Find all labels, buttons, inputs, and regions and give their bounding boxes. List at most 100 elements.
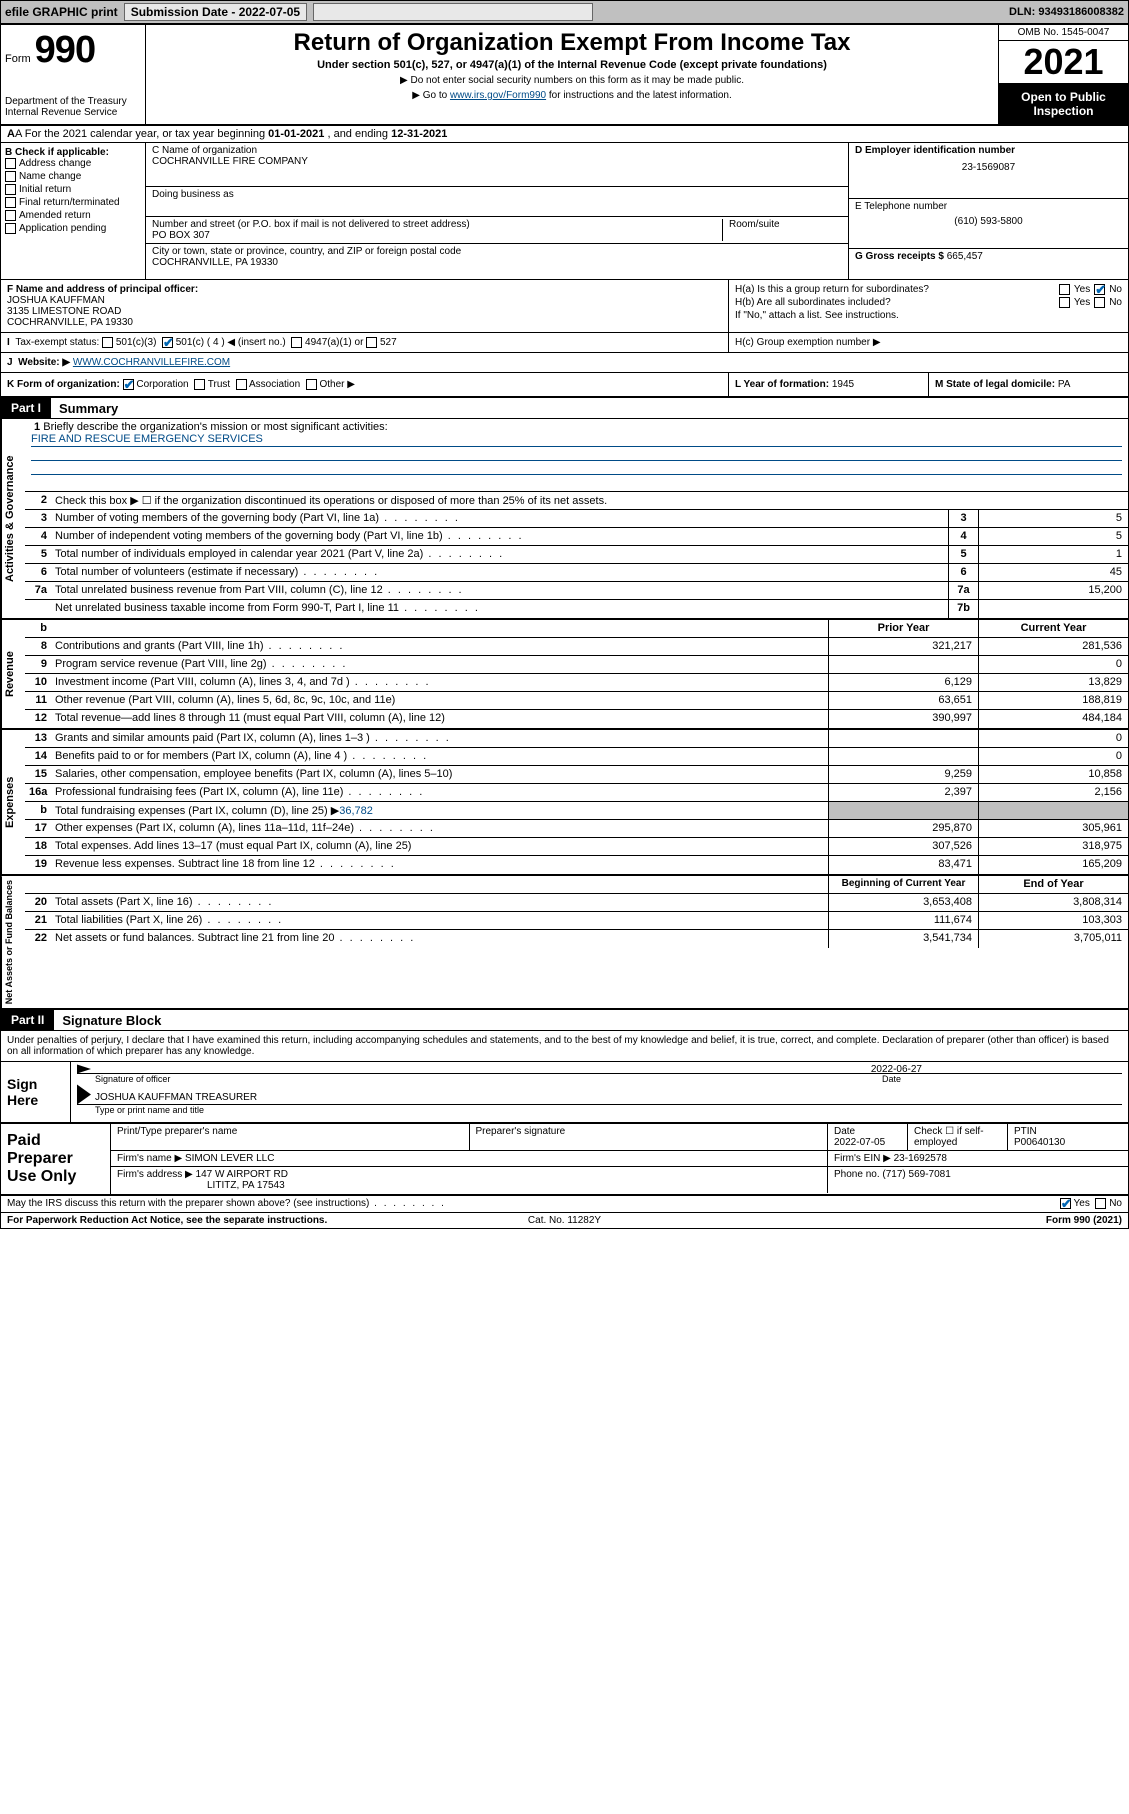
cb-app-pending[interactable] [5, 223, 16, 234]
col-b-checkboxes: B Check if applicable: Address change Na… [1, 143, 146, 279]
cb-discuss-no[interactable] [1095, 1198, 1106, 1209]
p17: 295,870 [828, 820, 978, 837]
sig-caption: Signature of officer [77, 1074, 882, 1084]
cb-trust[interactable] [194, 379, 205, 390]
dba-label: Doing business as [152, 189, 836, 200]
lbl-corp: Corporation [136, 379, 188, 390]
p19: 83,471 [828, 856, 978, 874]
row-a-tax-year: AA For the 2021 calendar year, or tax ye… [1, 126, 1128, 143]
i-label: Tax-exempt status: [15, 337, 99, 348]
ein-label: D Employer identification number [855, 145, 1122, 156]
firm-val: SIMON LEVER LLC [185, 1153, 274, 1164]
firm-addr1: 147 W AIRPORT RD [196, 1169, 288, 1180]
cb-name-change[interactable] [5, 171, 16, 182]
firm-phone-lab: Phone no. [834, 1169, 880, 1180]
vlabel-expenses: Expenses [1, 730, 25, 874]
l16b-pre: Total fundraising expenses (Part IX, col… [55, 805, 339, 817]
rowa-begin: 01-01-2021 [268, 128, 324, 140]
rowa-end: 12-31-2021 [391, 128, 447, 140]
submission-date-button[interactable]: Submission Date - 2022-07-05 [124, 3, 307, 21]
form-word: Form [5, 53, 31, 65]
tax-year: 2021 [999, 41, 1128, 84]
row-i-status: I Tax-exempt status: 501(c)(3) 501(c) ( … [1, 333, 1128, 353]
dept-treasury: Department of the Treasury [5, 96, 141, 107]
sign-arrow-icon [77, 1064, 91, 1073]
l9: Program service revenue (Part VIII, line… [51, 656, 828, 673]
cb-hb-yes[interactable] [1059, 297, 1070, 308]
c10: 13,829 [978, 674, 1128, 691]
l14: Benefits paid to or for members (Part IX… [51, 748, 828, 765]
lm-cells: L Year of formation: 1945 M State of leg… [728, 373, 1128, 396]
irs-link[interactable]: www.irs.gov/Form990 [450, 90, 546, 101]
page-footer: For Paperwork Reduction Act Notice, see … [1, 1213, 1128, 1228]
lbl-initial-return: Initial return [19, 184, 71, 195]
l-label: L Year of formation: [735, 379, 829, 390]
c16a: 2,156 [978, 784, 1128, 801]
mission-text: FIRE AND RESCUE EMERGENCY SERVICES [31, 433, 1122, 447]
dln-label: DLN: 93493186008382 [1009, 6, 1124, 18]
cb-discuss-yes[interactable] [1060, 1198, 1071, 1209]
cb-initial-return[interactable] [5, 184, 16, 195]
section-expenses: Expenses 13Grants and similar amounts pa… [1, 730, 1128, 876]
prep-date-val: 2022-07-05 [834, 1137, 885, 1148]
officer-addr1: 3135 LIMESTONE ROAD [7, 306, 722, 317]
irs-label: Internal Revenue Service [5, 107, 141, 118]
p8: 321,217 [828, 638, 978, 655]
officer-addr2: COCHRANVILLE, PA 19330 [7, 317, 722, 328]
cb-amended-return[interactable] [5, 210, 16, 221]
l17: Other expenses (Part IX, column (A), lin… [51, 820, 828, 837]
p10: 6,129 [828, 674, 978, 691]
cb-501c[interactable] [162, 337, 173, 348]
cb-address-change[interactable] [5, 158, 16, 169]
cb-ha-yes[interactable] [1059, 284, 1070, 295]
header-left: Form 990 Department of the Treasury Inte… [1, 25, 146, 124]
cb-501c3[interactable] [102, 337, 113, 348]
p14 [828, 748, 978, 765]
cb-4947[interactable] [291, 337, 302, 348]
cb-ha-no[interactable] [1094, 284, 1105, 295]
name-caption: Type or print name and title [77, 1105, 1122, 1115]
rowa-mid: , and ending [324, 128, 391, 140]
v6: 45 [978, 564, 1128, 581]
part1-header: Part I Summary [1, 398, 1128, 419]
sign-here-stub: Sign Here [1, 1062, 71, 1122]
p9 [828, 656, 978, 673]
grid-bcd: B Check if applicable: Address change Na… [1, 143, 1128, 280]
cb-final-return[interactable] [5, 197, 16, 208]
instr2-post: for instructions and the latest informat… [546, 90, 732, 101]
form-990: Form 990 Department of the Treasury Inte… [0, 24, 1129, 1229]
lbl-no2: No [1109, 297, 1122, 308]
row-f-h: F Name and address of principal officer:… [1, 280, 1128, 333]
ein-value: 23-1569087 [855, 162, 1122, 173]
form-of-org: K Form of organization: Corporation Trus… [1, 373, 728, 396]
header-right: OMB No. 1545-0047 2021 Open to Public In… [998, 25, 1128, 124]
lbl-dno: No [1109, 1199, 1122, 1210]
hb-label: H(b) Are all subordinates included? [735, 297, 1055, 308]
cb-other[interactable] [306, 379, 317, 390]
cb-hb-no[interactable] [1094, 297, 1105, 308]
p12: 390,997 [828, 710, 978, 728]
omb-number: OMB No. 1545-0047 [999, 25, 1128, 41]
p11: 63,651 [828, 692, 978, 709]
l22: Net assets or fund balances. Subtract li… [51, 930, 828, 948]
l7a: Total unrelated business revenue from Pa… [51, 582, 948, 599]
sign-here-body: 2022-06-27 Signature of officerDate JOSH… [71, 1062, 1128, 1122]
street-value: PO BOX 307 [152, 230, 722, 241]
l2: Check this box ▶ ☐ if the organization d… [51, 492, 1128, 509]
l4: Number of independent voting members of … [51, 528, 948, 545]
cb-527[interactable] [366, 337, 377, 348]
website-link[interactable]: WWW.COCHRANVILLEFIRE.COM [73, 357, 230, 368]
blank-button[interactable] [313, 3, 593, 21]
mission-blank2 [31, 461, 1122, 475]
col-c-org-info: C Name of organization COCHRANVILLE FIRE… [146, 143, 848, 279]
firm-ein-val: 23-1692578 [894, 1153, 947, 1164]
c13: 0 [978, 730, 1128, 747]
cb-assoc[interactable] [236, 379, 247, 390]
signature-intro: Under penalties of perjury, I declare th… [1, 1031, 1128, 1062]
lbl-yes: Yes [1074, 284, 1090, 295]
cat-no: Cat. No. 11282Y [379, 1215, 751, 1226]
l8: Contributions and grants (Part VIII, lin… [51, 638, 828, 655]
cb-corp[interactable] [123, 379, 134, 390]
phone-value: (610) 593-5800 [855, 216, 1122, 227]
l6: Total number of volunteers (estimate if … [51, 564, 948, 581]
